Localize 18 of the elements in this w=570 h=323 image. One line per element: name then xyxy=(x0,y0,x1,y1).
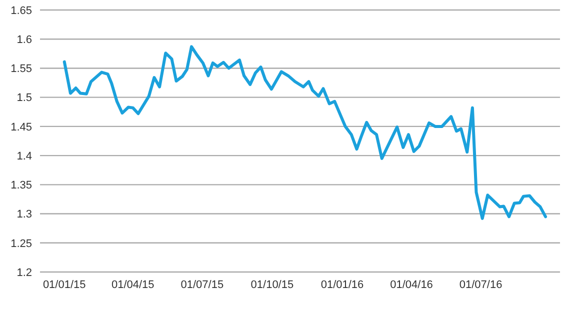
y-tick-label: 1.3 xyxy=(16,208,32,221)
x-tick-label: 01/10/15 xyxy=(250,278,294,291)
y-tick-label: 1.25 xyxy=(10,238,32,250)
y-tick-label: 1.5 xyxy=(16,92,32,104)
x-tick-label: 01/04/16 xyxy=(390,278,433,291)
y-tick-label: 1.6 xyxy=(16,34,32,46)
x-tick-label: 01/01/16 xyxy=(320,278,364,291)
x-tick-label: 01/07/15 xyxy=(180,278,224,291)
y-tick-label: 1.2 xyxy=(16,266,32,279)
y-tick-label: 1.65 xyxy=(10,4,32,17)
x-tick-label: 01/01/15 xyxy=(42,278,86,291)
x-tick-label: 01/04/15 xyxy=(111,278,154,291)
y-tick-label: 1.4 xyxy=(16,150,32,162)
y-tick-label: 1.55 xyxy=(10,63,32,76)
x-tick-label: 01/07/16 xyxy=(459,278,502,291)
y-tick-label: 1.45 xyxy=(10,121,32,134)
line-series xyxy=(62,45,548,220)
y-tick-label: 1.35 xyxy=(10,180,32,192)
